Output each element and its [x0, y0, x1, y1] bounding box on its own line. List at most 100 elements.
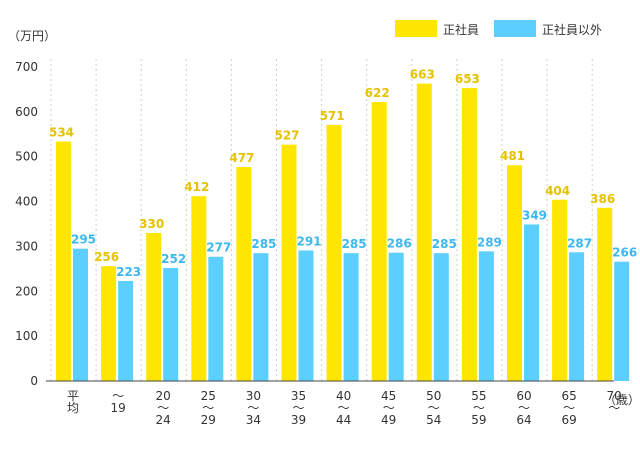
x-category-label: 55	[471, 389, 486, 403]
value-label-regular: 527	[274, 129, 299, 143]
value-label-regular: 663	[410, 68, 435, 82]
x-category-label: 19	[110, 401, 125, 415]
y-axis-ticks: 0 100 200 300 400 500 600 700	[15, 60, 38, 388]
x-category-label: ～	[202, 401, 214, 415]
value-label-non-regular: 349	[522, 208, 547, 222]
x-category-label: 59	[471, 413, 486, 427]
value-label-non-regular: 223	[116, 265, 141, 279]
x-category-label: ～	[292, 401, 304, 415]
bar-non-regular	[163, 267, 179, 381]
x-category-label: 39	[291, 413, 306, 427]
y-tick-label: 200	[15, 284, 38, 298]
y-tick-label: 600	[15, 105, 38, 119]
value-label-regular: 481	[500, 149, 525, 163]
value-label-non-regular: 286	[387, 237, 412, 251]
value-label-regular: 386	[590, 192, 615, 206]
bar-regular	[56, 141, 71, 381]
y-tick-label: 0	[30, 374, 38, 388]
x-category-label: 平	[67, 389, 79, 403]
bar-non-regular	[73, 248, 88, 381]
value-label-regular: 404	[545, 184, 570, 198]
bar-non-regular	[433, 253, 449, 381]
value-label-regular: 622	[365, 86, 390, 100]
x-category-label: 70	[607, 389, 622, 403]
x-axis-categories: 平均～1920～2425～2930～3435～3940～4445～4950～54…	[67, 389, 622, 427]
bar-regular	[461, 88, 477, 381]
bar-non-regular	[569, 252, 585, 381]
legend-label-non-regular: 正社員以外	[542, 22, 602, 37]
x-category-label: 54	[426, 413, 441, 427]
y-tick-label: 700	[15, 60, 38, 74]
bar-regular	[597, 207, 613, 381]
x-category-label: ～	[338, 401, 350, 415]
x-category-label: 25	[201, 389, 216, 403]
x-category-label: 20	[156, 389, 171, 403]
legend-swatch-non-regular	[494, 20, 536, 37]
x-category-label: ～	[473, 401, 485, 415]
value-label-regular: 330	[139, 217, 164, 231]
x-category-label: ～	[247, 401, 259, 415]
bar-non-regular	[524, 224, 539, 381]
value-label-regular: 412	[184, 180, 209, 194]
value-label-non-regular: 285	[432, 237, 457, 251]
x-category-label: 49	[381, 413, 396, 427]
bar-non-regular	[253, 253, 269, 381]
bar-non-regular	[478, 251, 494, 381]
bar-non-regular	[118, 280, 134, 381]
x-category-label: 29	[201, 413, 216, 427]
value-label-non-regular: 277	[206, 241, 231, 255]
value-label-non-regular: 266	[612, 246, 637, 260]
x-category-label: ～	[428, 401, 440, 415]
bar-regular	[371, 101, 387, 381]
y-tick-label: 300	[15, 239, 38, 253]
x-category-label: ～	[112, 389, 124, 403]
x-category-label: 34	[246, 413, 261, 427]
value-label-non-regular: 291	[296, 234, 321, 248]
value-label-non-regular: 285	[342, 237, 367, 251]
bars	[56, 83, 630, 382]
y-unit-label: （万円）	[8, 29, 56, 43]
x-category-label: 60	[516, 389, 531, 403]
value-label-non-regular: 252	[161, 252, 186, 266]
grid	[50, 59, 593, 381]
x-category-label: ～	[518, 401, 530, 415]
x-category-label: 64	[516, 413, 531, 427]
legend: 正社員 正社員以外	[395, 20, 602, 37]
y-tick-label: 100	[15, 329, 38, 343]
x-category-label: ～	[608, 401, 620, 415]
bar-regular	[101, 266, 117, 381]
bar-non-regular	[298, 250, 314, 381]
value-label-non-regular: 285	[251, 237, 276, 251]
bar-regular	[507, 165, 522, 381]
x-category-label: 45	[381, 389, 396, 403]
value-label-non-regular: 289	[477, 235, 502, 249]
x-category-label: 40	[336, 389, 351, 403]
value-label-regular: 477	[229, 151, 254, 165]
value-label-regular: 256	[94, 250, 119, 264]
x-category-label: 30	[246, 389, 261, 403]
bar-regular	[236, 167, 252, 381]
x-category-label: ～	[157, 401, 169, 415]
bar-regular	[281, 144, 297, 381]
bar-regular	[416, 83, 432, 382]
value-label-non-regular: 287	[567, 236, 592, 250]
legend-swatch-regular	[395, 20, 437, 37]
value-label-regular: 653	[455, 72, 480, 86]
y-tick-label: 500	[15, 150, 38, 164]
bar-non-regular	[614, 261, 630, 381]
bar-regular	[146, 232, 162, 381]
x-category-label: 均	[67, 401, 79, 415]
bar-regular	[552, 199, 568, 381]
x-category-label: ～	[563, 401, 575, 415]
legend-label-regular: 正社員	[443, 22, 479, 37]
bar-non-regular	[208, 256, 224, 381]
x-category-label: 50	[426, 389, 441, 403]
x-category-label: 44	[336, 413, 351, 427]
x-category-label: 69	[561, 413, 576, 427]
value-label-non-regular: 295	[71, 233, 96, 247]
y-tick-label: 400	[15, 195, 38, 209]
value-label-regular: 534	[49, 125, 74, 139]
